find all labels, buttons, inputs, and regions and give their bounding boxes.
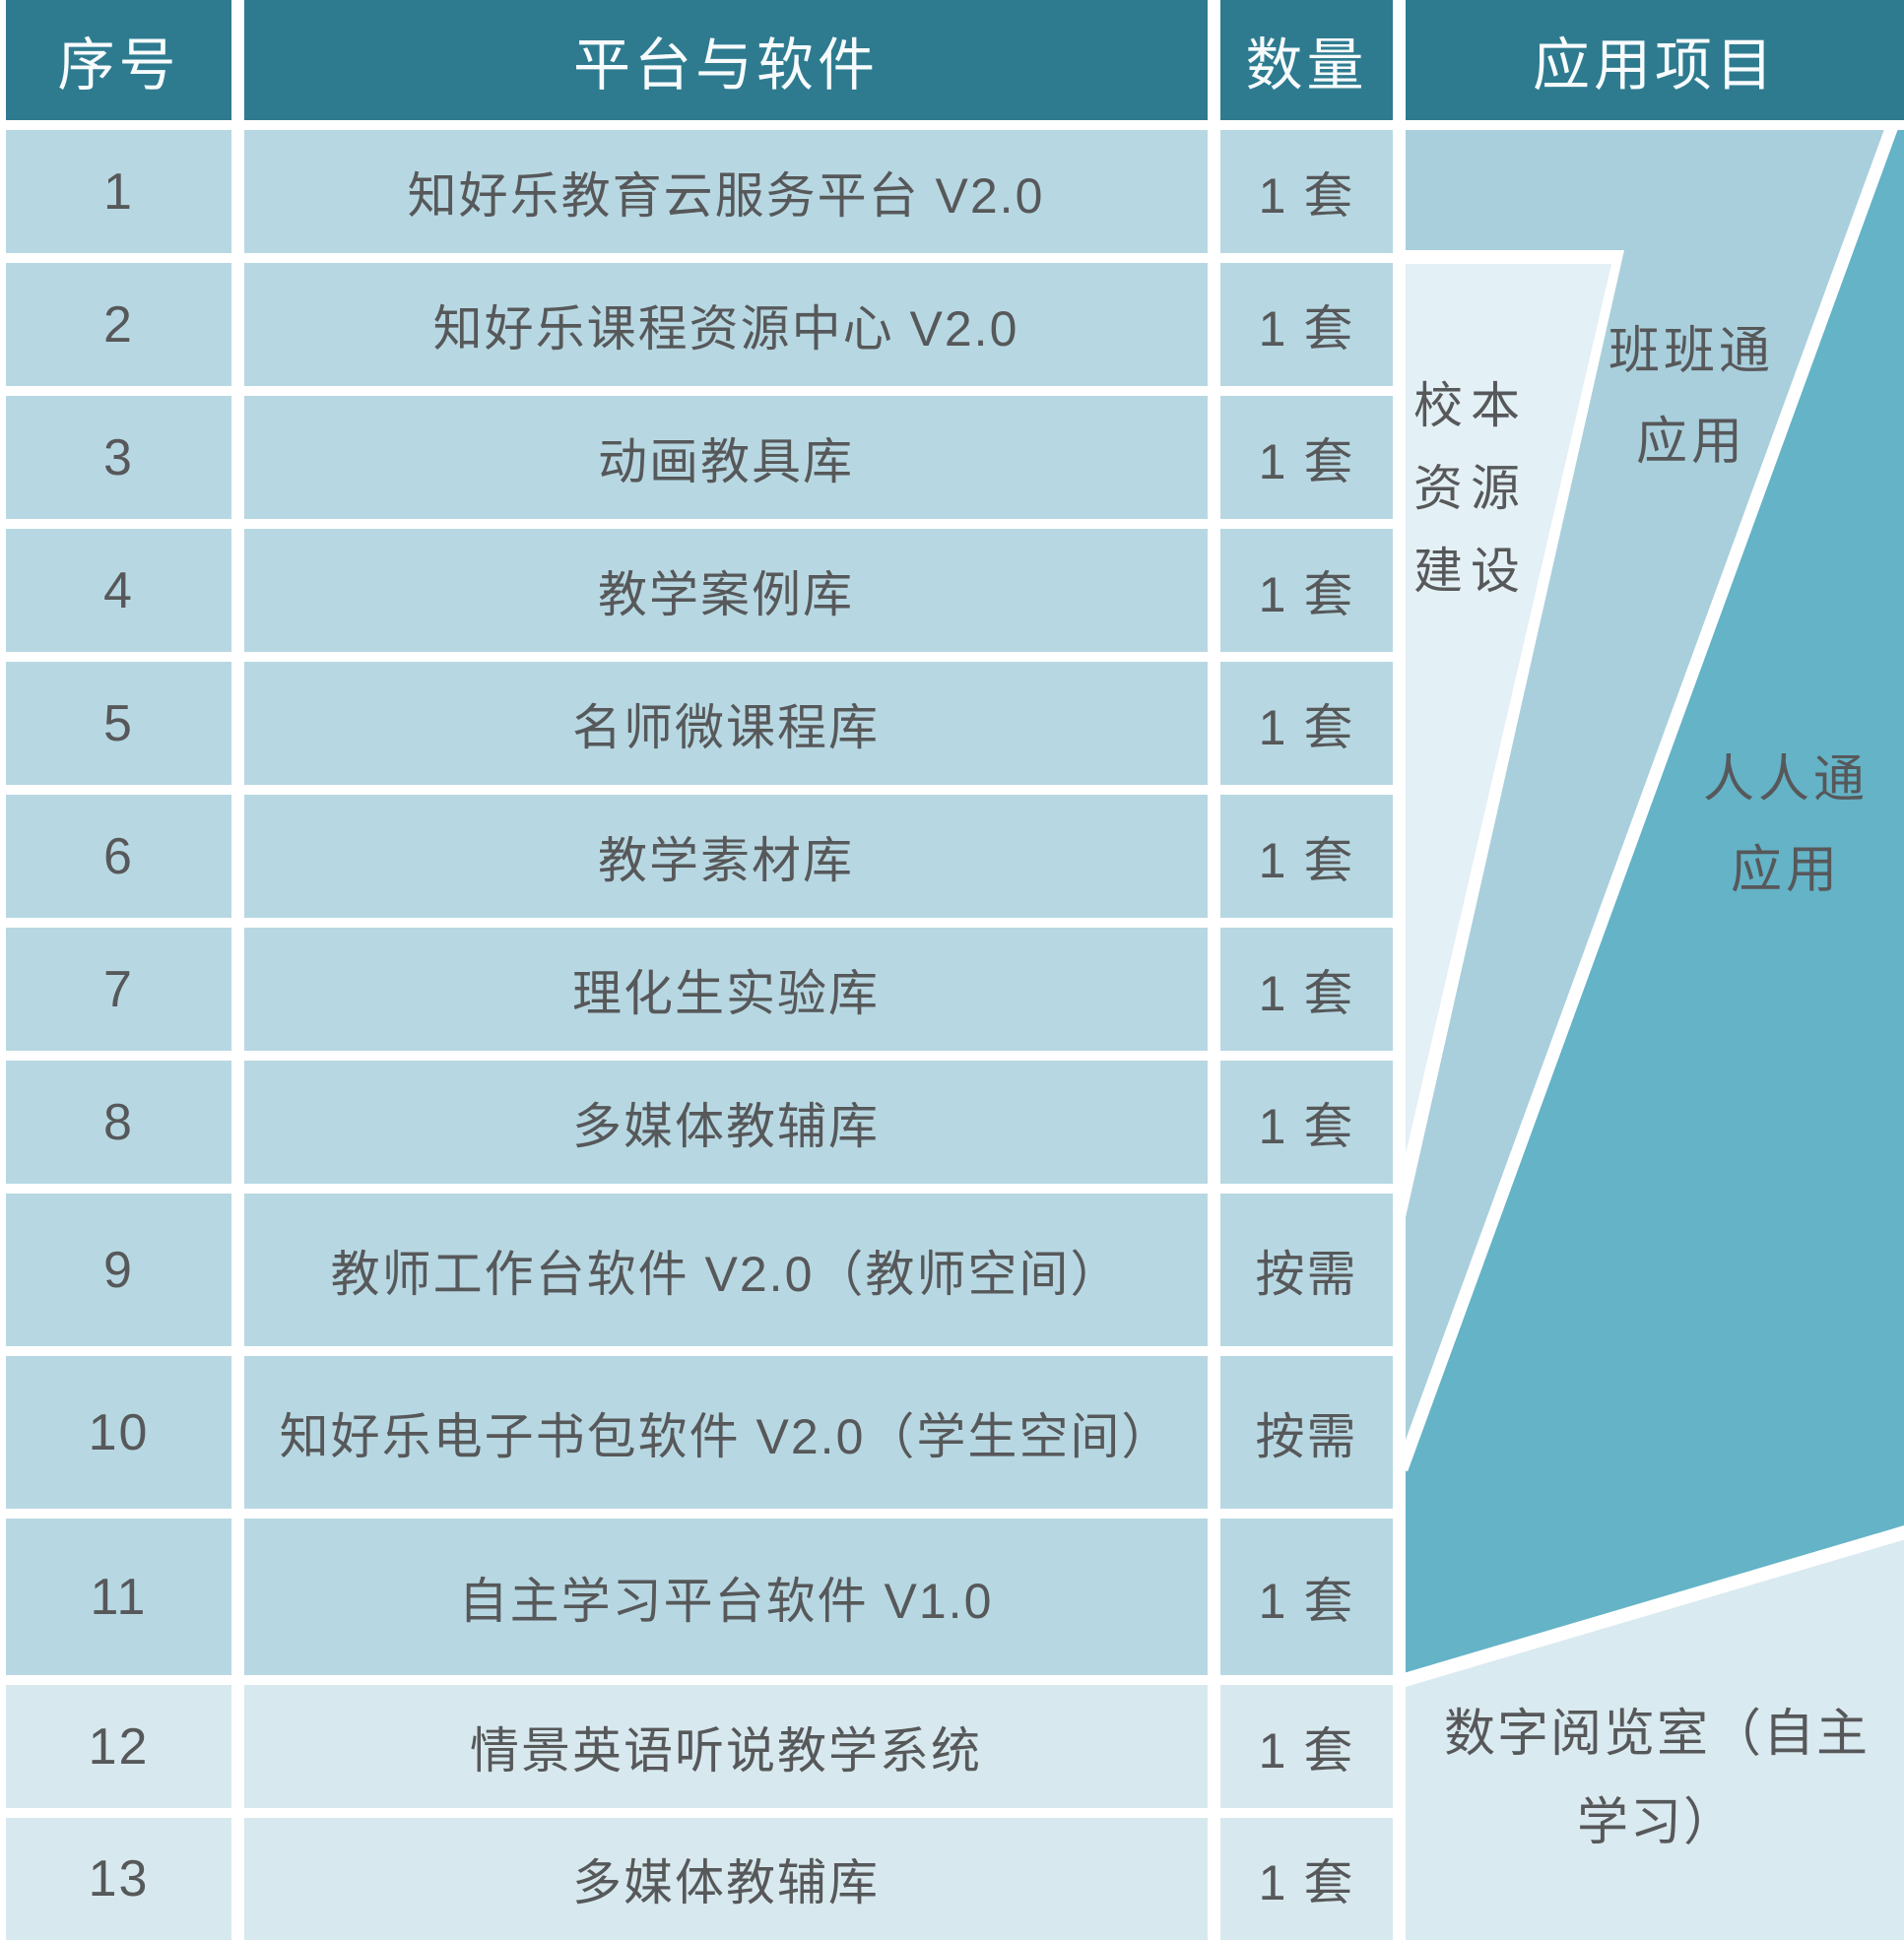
header-cell-quantity: 数量 (1220, 0, 1393, 120)
row-number-cell: 8 (6, 1061, 231, 1184)
platform-name-cell: 教学素材库 (244, 795, 1208, 918)
quantity-cell: 1 套 (1220, 1818, 1393, 1940)
platform-name-cell: 知好乐课程资源中心 V2.0 (244, 263, 1208, 386)
platform-name-cell: 理化生实验库 (244, 928, 1208, 1051)
quantity-cell: 1 套 (1220, 1685, 1393, 1808)
region-divider-line (1406, 1525, 1904, 1687)
region-divider-line (1406, 130, 1898, 1472)
platform-name-cell: 知好乐电子书包软件 V2.0（学生空间） (244, 1356, 1208, 1509)
platform-name-cell: 自主学习平台软件 V1.0 (244, 1519, 1208, 1675)
platform-name-cell: 教学案例库 (244, 529, 1208, 652)
school-resource-region-shape (1406, 264, 1611, 1154)
row-number-cell: 1 (6, 130, 231, 253)
quantity-cell: 1 套 (1220, 1519, 1393, 1675)
row-number-cell: 6 (6, 795, 231, 918)
platform-name-cell: 动画教具库 (244, 396, 1208, 519)
quantity-cell: 1 套 (1220, 263, 1393, 386)
quantity-cell: 1 套 (1220, 662, 1393, 785)
header-cell-serial: 序号 (6, 0, 231, 120)
row-number-cell: 3 (6, 396, 231, 519)
platform-name-cell: 教师工作台软件 V2.0（教师空间） (244, 1194, 1208, 1346)
row-number-cell: 4 (6, 529, 231, 652)
row-number-cell: 2 (6, 263, 231, 386)
platform-name-cell: 情景英语听说教学系统 (244, 1685, 1208, 1808)
header-cell-application: 应用项目 (1406, 0, 1904, 120)
quantity-cell: 1 套 (1220, 130, 1393, 253)
application-projects-region: 校本 资源 建设 班班通 应用 人人通 应用 数字阅览室（自主 学习） (1406, 130, 1904, 1940)
application-regions-graphic (1406, 130, 1904, 1940)
row-number-cell: 7 (6, 928, 231, 1051)
row-number-cell: 12 (6, 1685, 231, 1808)
row-number-cell: 9 (6, 1194, 231, 1346)
platform-name-cell: 多媒体教辅库 (244, 1061, 1208, 1184)
quantity-cell: 1 套 (1220, 396, 1393, 519)
quantity-cell: 1 套 (1220, 928, 1393, 1051)
platform-name-cell: 名师微课程库 (244, 662, 1208, 785)
quantity-cell: 1 套 (1220, 529, 1393, 652)
quantity-cell: 1 套 (1220, 795, 1393, 918)
platform-name-cell: 知好乐教育云服务平台 V2.0 (244, 130, 1208, 253)
row-number-cell: 11 (6, 1519, 231, 1675)
row-number-cell: 10 (6, 1356, 231, 1509)
platform-name-cell: 多媒体教辅库 (244, 1818, 1208, 1940)
renrentong-region-shape (1406, 130, 1904, 1679)
header-cell-platform: 平台与软件 (244, 0, 1208, 120)
row-number-cell: 13 (6, 1818, 231, 1940)
digital-reading-region-shape (1406, 1532, 1904, 1940)
quantity-cell: 按需 (1220, 1194, 1393, 1346)
quantity-cell: 按需 (1220, 1356, 1393, 1509)
quantity-cell: 1 套 (1220, 1061, 1393, 1184)
row-number-cell: 5 (6, 662, 231, 785)
table-grid: 序号 平台与软件 数量 应用项目 校本 资源 (6, 0, 1904, 1940)
